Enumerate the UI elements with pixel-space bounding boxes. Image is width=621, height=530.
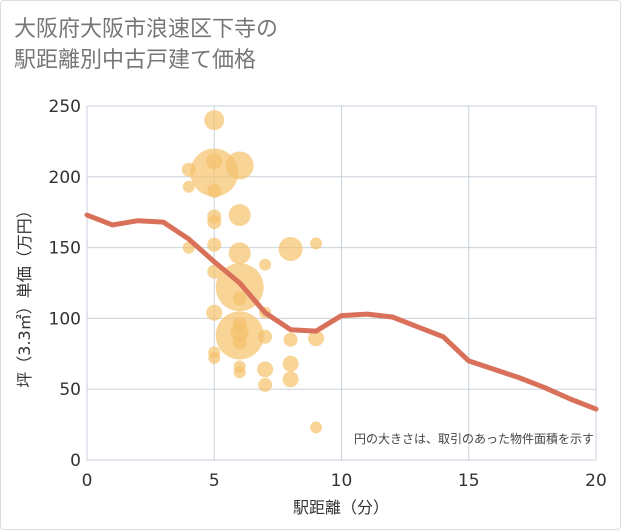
x-tick-labels: 0 5 10 15 20 (82, 471, 607, 491)
data-bubble (282, 355, 299, 372)
data-bubble (207, 183, 222, 198)
data-bubble (215, 311, 264, 360)
x-tick-label: 20 (585, 471, 607, 491)
data-bubble (207, 215, 222, 230)
data-bubble (232, 335, 247, 350)
y-tick-label: 150 (49, 239, 81, 259)
data-bubble (257, 361, 274, 378)
y-tick-label: 250 (49, 97, 81, 117)
y-tick-label: 200 (49, 168, 81, 188)
y-tick-label: 0 (70, 451, 81, 471)
data-bubble (308, 330, 325, 347)
trend-line-layer (84, 212, 599, 412)
data-bubble (310, 421, 323, 434)
data-bubble (182, 180, 195, 193)
data-bubble (204, 110, 225, 131)
data-bubble (283, 332, 298, 347)
y-tick-label: 50 (59, 380, 81, 400)
data-bubble (208, 352, 221, 365)
data-bubble (228, 242, 251, 265)
y-tick-label: 100 (49, 309, 81, 329)
data-bubble (206, 304, 223, 321)
data-bubble (278, 237, 303, 262)
y-tick-labels: 0 50 100 150 200 250 (49, 97, 81, 471)
chart-title: 大阪府大阪市浪速区下寺の 駅距離別中古戸建て価格 (14, 17, 279, 73)
data-bubble (310, 237, 323, 250)
grid-lines (86, 105, 597, 461)
x-tick-label: 5 (209, 471, 220, 491)
y-axis-label: 坪（3.3㎡）単価（万円） (15, 202, 34, 387)
data-bubble (258, 377, 273, 392)
data-bubble (282, 371, 299, 388)
x-axis-label: 駅距離（分） (293, 498, 389, 517)
data-bubble (190, 148, 239, 197)
data-bubble (225, 151, 254, 180)
data-bubble (228, 204, 251, 227)
x-tick-label: 15 (458, 471, 480, 491)
data-bubble (232, 291, 247, 306)
average-price-line (84, 212, 599, 412)
data-bubble (207, 264, 222, 279)
bubble-size-note: 円の大きさは、取引のあった物件面積を示す (354, 431, 594, 446)
data-bubble (258, 329, 273, 344)
x-tick-label: 0 (82, 471, 93, 491)
data-bubble (259, 258, 272, 271)
data-bubble (207, 237, 222, 252)
data-bubble (233, 366, 246, 379)
x-tick-label: 10 (331, 471, 353, 491)
